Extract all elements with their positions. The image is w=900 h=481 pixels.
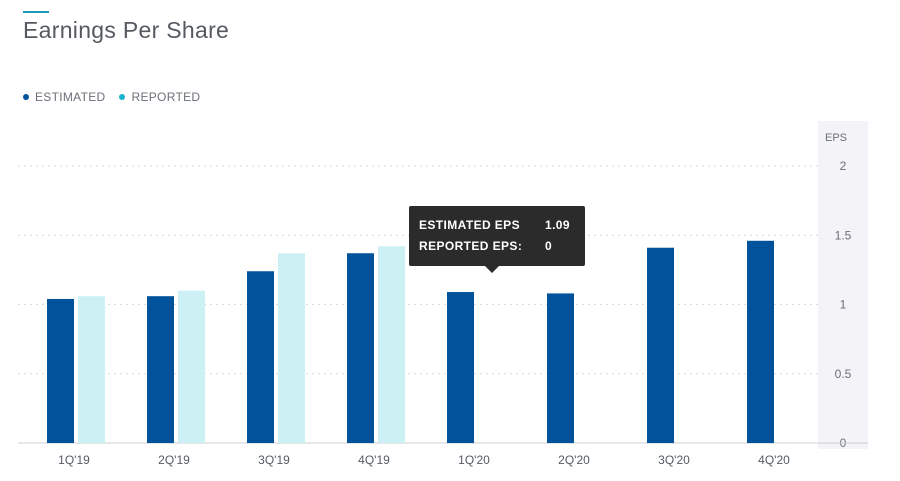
chart-title: Earnings Per Share <box>23 17 230 43</box>
tooltip-row-reported: REPORTED EPS: 0 <box>419 236 575 257</box>
x-tick-label: 3Q'19 <box>258 453 290 467</box>
tooltip-arrow-icon <box>485 266 499 273</box>
y-tick-label: 1 <box>840 298 847 312</box>
x-tick-label: 4Q'19 <box>358 453 390 467</box>
bar-estimated-0 <box>47 298 74 443</box>
y-tick-label: 0.5 <box>835 367 852 381</box>
tooltip-label: REPORTED EPS: <box>419 239 523 253</box>
x-tick-label: 1Q'20 <box>458 453 490 467</box>
chart-tooltip: ESTIMATED EPS 1.09 REPORTED EPS: 0 <box>409 206 585 273</box>
bar-reported-1 <box>178 290 205 443</box>
y-tick-label: 1.5 <box>835 228 852 242</box>
bar-estimated-7 <box>747 240 774 443</box>
bar-estimated-3 <box>347 253 374 443</box>
tooltip-label: ESTIMATED EPS <box>419 218 520 232</box>
tooltip-value: 0 <box>545 239 553 253</box>
y-axis-label: EPS <box>825 132 847 144</box>
y-tick-label: 2 <box>840 159 847 173</box>
bar-estimated-5 <box>547 293 574 443</box>
legend-item-estimated[interactable]: ESTIMATED <box>23 90 105 104</box>
tooltip-value: 1.09 <box>545 218 570 232</box>
bar-estimated-1 <box>147 296 174 443</box>
legend-dot-icon <box>119 94 126 100</box>
bar-estimated-4 <box>447 292 474 443</box>
legend-label-estimated: ESTIMATED <box>35 90 106 104</box>
bar-reported-0 <box>78 296 105 443</box>
chart-legend: ESTIMATED REPORTED <box>23 90 200 104</box>
y-axis-panel <box>818 121 868 449</box>
legend-item-reported[interactable]: REPORTED <box>119 90 200 104</box>
legend-dot-icon <box>23 94 29 100</box>
bar-estimated-2 <box>247 271 274 443</box>
x-tick-label: 2Q'20 <box>558 453 590 467</box>
x-tick-label: 1Q'19 <box>58 453 90 467</box>
x-tick-label: 2Q'19 <box>158 453 190 467</box>
bar-reported-3 <box>378 246 405 443</box>
x-tick-label: 4Q'20 <box>758 453 790 467</box>
bar-reported-2 <box>278 253 305 443</box>
bar-estimated-6 <box>647 247 674 443</box>
title-accent-line <box>23 11 49 13</box>
tooltip-row-estimated: ESTIMATED EPS 1.09 <box>419 215 575 236</box>
legend-label-reported: REPORTED <box>131 90 201 104</box>
x-tick-label: 3Q'20 <box>658 453 690 467</box>
